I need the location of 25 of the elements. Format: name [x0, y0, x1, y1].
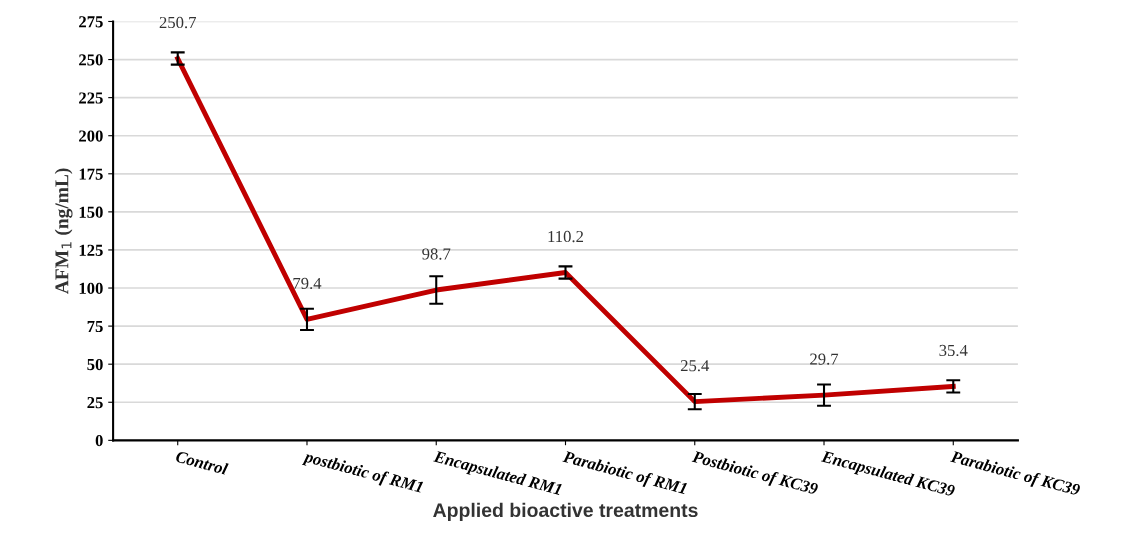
data-label: 250.7: [159, 16, 196, 29]
data-label: 79.4: [293, 277, 322, 290]
y-axis-title: AFM$_{1}$ (ng/mL): [54, 168, 73, 295]
y-tick-label: 125: [79, 244, 103, 256]
data-label: 35.4: [939, 344, 968, 357]
y-tick-label: 25: [87, 397, 103, 409]
y-tick-label: 100: [79, 282, 103, 294]
x-axis-title: Applied bioactive treatments: [433, 502, 698, 521]
x-tick-label: Postbiotic of KC39: [690, 450, 819, 499]
y-tick-label: 175: [79, 168, 103, 180]
data-label: 110.2: [548, 230, 584, 243]
data-label: 29.7: [810, 353, 839, 365]
x-tick-label: postbiotic of RM1: [301, 449, 424, 497]
y-tick-label: 75: [87, 320, 103, 333]
y-tick-label: 150: [79, 206, 103, 218]
data-label: 98.7: [422, 248, 451, 260]
y-tick-label: 0: [95, 435, 103, 447]
x-tick-label: Parabiotic of RM1: [561, 450, 688, 498]
y-tick-label: 275: [79, 16, 103, 28]
y-tick-label: 250: [79, 54, 103, 66]
y-tick-label: 200: [79, 130, 103, 142]
x-tick-label: Control: [175, 450, 229, 476]
data-label: 25.4: [680, 360, 710, 372]
y-tick-label: 50: [87, 358, 103, 371]
y-tick-label: 225: [79, 92, 103, 104]
